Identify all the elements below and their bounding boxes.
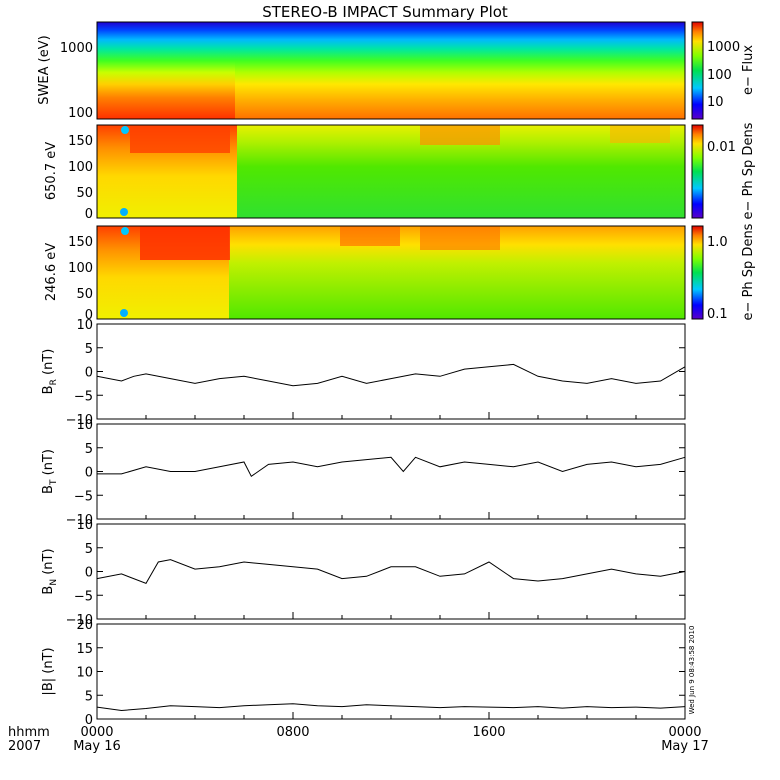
swea-frame [96,21,686,120]
bn-ytick-label: −5 [74,589,93,604]
x-hhmm-label: hhmm [8,725,50,740]
bn-series-line [96,559,686,585]
btot-frame [96,623,686,720]
bt-ytick-label: 5 [85,442,93,457]
pad246-blue-spot-top [121,227,129,235]
btot-ytick-label: 5 [85,689,93,704]
br-ylabel: BR (nT) [41,349,59,395]
swea-colorbar [691,21,704,120]
pad246-ytick-0: 0 [85,308,93,323]
pad650-frame [96,124,686,219]
swea-cbar-tick-1000: 1000 [707,40,740,55]
swea-heatmap-right [235,22,685,119]
btot-ytick-label: 20 [76,618,93,633]
pad246-blue-spot-bottom [120,309,128,317]
pad246-red-patch [140,226,230,260]
bt-series-line [97,456,686,478]
bt-ytick-label: −10 [66,513,93,528]
btot-ytick-label: 0 [85,713,93,728]
swea-cbar-tick-10: 10 [707,95,724,110]
pad650-warm-patch-3 [610,125,670,143]
swea-ytick-100: 100 [68,106,93,121]
br-ytick-label: −10 [66,413,93,428]
bn-ytick-label: −10 [66,613,93,628]
pad246-ylabel: 246.6 eV [44,243,59,301]
bn-ytick-label: 5 [85,542,93,557]
x-tick-0800: 0800 [276,725,309,740]
swea-cbar-tick-100: 100 [707,68,732,83]
x-year-label: 2007 [8,739,41,754]
pad650-blue-spot-top [121,126,129,134]
x-axis-labels: hhmm 2007 0000 0800 1600 0000 May 16 May… [8,725,709,754]
pad650-warm-patch-2 [420,125,500,145]
pad246-ytick-100: 100 [68,261,93,276]
pad246-cbar-tick-01: 0.1 [707,307,728,322]
br-series-line [96,363,686,387]
pad246-cbar-label: e− Ph Sp Dens [741,223,756,320]
btot-ytick-label: 10 [76,666,93,681]
pad650-ytick-150: 150 [68,134,93,149]
pad650-blue-spot-bottom [120,208,128,216]
x-date-end: May 17 [661,739,709,754]
generation-stamp: Wed Jun 9 08:43:58 2010 [688,626,696,715]
br-ytick-label: −5 [74,389,93,404]
pad650-ytick-50: 50 [76,186,93,201]
x-tick-0000: 0000 [80,725,113,740]
btot-series-line [96,703,686,712]
swea-panel: 1000 100 SWEA (eV) 1000 100 10 e− Flux [37,21,756,121]
x-tick-1600: 1600 [472,725,505,740]
pad650-ylabel: 650.7 eV [44,142,59,200]
bn-ylabel: BN (nT) [41,548,59,594]
br-frame [96,323,686,420]
br-ytick-label: 0 [85,366,93,381]
pad246-orange-patch-1 [340,226,400,246]
bt-ytick-label: 0 [85,466,93,481]
pad246-ytick-50: 50 [76,287,93,302]
pad650-ytick-100: 100 [68,160,93,175]
pad650-panel: 150 100 50 0 650.7 eV 0.01 e− Ph Sp Dens [44,122,756,222]
pad650-ytick-0: 0 [85,207,93,222]
pad650-warm-patch-1 [130,125,230,153]
x-date-start: May 16 [73,739,121,754]
pad246-frame [96,225,686,320]
pad650-colorbar [691,124,704,219]
swea-ytick-1000: 1000 [60,41,93,56]
bt-ylabel: BT (nT) [41,449,59,494]
magnetic-field-panels: 10 5 0 −5 −10 BR (nT) 10 5 0 −5 −10 BT (nT) 10 5 0 −5 −1… [41,318,686,728]
br-ytick-label: 5 [85,342,93,357]
bn-ytick-label: 10 [76,518,93,533]
btot-ylabel: |B| (nT) [41,647,56,695]
br-ytick-label: 10 [76,318,93,333]
pad246-ytick-150: 150 [68,235,93,250]
pad246-orange-patch-2 [420,226,500,250]
pad650-cbar-label: e− Ph Sp Dens [741,122,756,219]
pad246-panel: 150 100 50 0 246.6 eV 1.0 0.1 e− Ph Sp D… [44,223,756,323]
swea-ylabel: SWEA (eV) [37,35,52,104]
bt-ytick-label: 10 [76,418,93,433]
bt-ytick-label: −5 [74,489,93,504]
pad246-cbar-tick-1: 1.0 [707,235,728,250]
x-tick-0000-end: 0000 [668,725,701,740]
bn-ytick-label: 0 [85,566,93,581]
swea-cbar-label: e− Flux [741,45,756,95]
btot-ytick-label: 15 [76,642,93,657]
swea-heatmap-left [97,22,235,119]
pad650-cbar-tick: 0.01 [707,140,736,155]
plot-title: STEREO-B IMPACT Summary Plot [262,3,508,21]
pad246-colorbar [691,225,704,320]
